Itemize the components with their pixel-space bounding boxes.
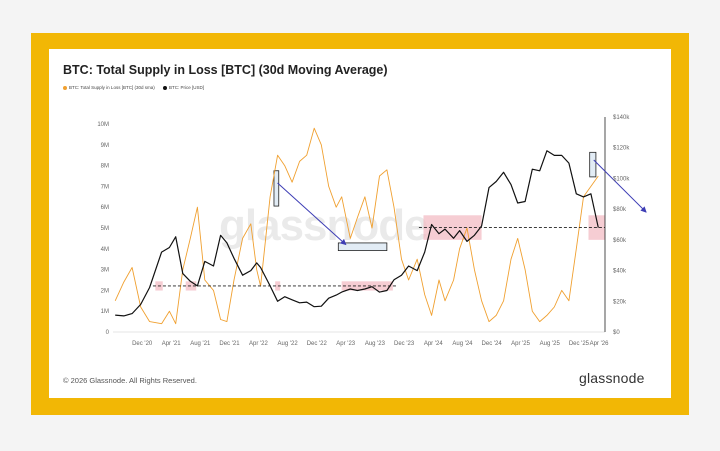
y-left-tick-label: 3M [101, 268, 109, 274]
supply-in-loss-line [114, 127, 599, 325]
y-left-tick-label: 1M [101, 309, 109, 315]
axes [113, 117, 606, 333]
x-tick-label: Dec '25 [569, 341, 590, 347]
trend-arrow-2 [593, 159, 647, 213]
btc-price-line [115, 150, 599, 317]
highlight-box [273, 170, 280, 207]
annotations [152, 159, 647, 287]
x-tick-label: Apr '23 [336, 341, 355, 347]
brand-logo: glassnode [579, 370, 645, 386]
x-tick-label: Aug '24 [452, 341, 473, 347]
x-tick-label: Apr '21 [162, 341, 181, 347]
series-lines [114, 127, 599, 325]
x-tick-label: Dec '20 [132, 341, 153, 347]
x-tick-label: Apr '22 [249, 341, 268, 347]
y-left-tick-label: 4M [101, 247, 109, 253]
x-tick-label: Dec '23 [394, 341, 415, 347]
x-tick-label: Apr '24 [424, 341, 443, 347]
x-tick-label: Aug '25 [540, 341, 561, 347]
x-tick-label: Apr '26 [590, 341, 609, 347]
legend-label-price: BTC: Price [USD] [168, 85, 204, 90]
y-right-tick-label: $60k [613, 238, 627, 244]
y-right-tick-label: $140k [613, 115, 630, 121]
copyright: © 2026 Glassnode. All Rights Reserved. [63, 376, 197, 385]
annotation-boxes [155, 151, 605, 291]
y-right-tick-label: $120k [613, 146, 630, 152]
x-tick-label: Aug '23 [365, 341, 386, 347]
highlight-box [589, 151, 597, 178]
legend-item-price: BTC: Price [USD] [162, 85, 204, 90]
y-left-tick-label: 6M [101, 205, 109, 211]
x-tick-label: Aug '21 [190, 341, 211, 347]
x-tick-label: Dec '24 [482, 341, 503, 347]
loss-zone-box [341, 281, 393, 291]
chart-card: BTC: Total Supply in Loss [BTC] (30d Mov… [49, 49, 671, 398]
legend-swatch-supply [63, 85, 67, 90]
legend-item-supply: BTC: Total Supply in Loss [BTC] (30d sma… [63, 85, 155, 90]
x-tick-label: Dec '22 [307, 341, 328, 347]
trend-arrow-1 [277, 182, 347, 246]
chart-legend: BTC: Total Supply in Loss [BTC] (30d sma… [63, 85, 211, 90]
tick-labels: 0 1M 2M 3M 4M 5M 6M 7M 8M 9M 10M $0 $20k $40k $60k $80k… [97, 115, 630, 347]
y-right-tick-label: $20k [613, 299, 627, 305]
y-right-tick-label: $80k [613, 207, 627, 213]
y-left-tick-label: 9M [101, 143, 109, 149]
watermark: glassnode [219, 201, 429, 250]
y-left-tick-label: 8M [101, 164, 109, 170]
legend-label-supply: BTC: Total Supply in Loss [BTC] (30d sma… [69, 85, 155, 90]
y-right-tick-label: $100k [613, 176, 630, 182]
chart-title: BTC: Total Supply in Loss [BTC] (30d Mov… [63, 63, 388, 77]
x-tick-label: Dec '21 [219, 341, 240, 347]
loss-zone-box [275, 281, 281, 291]
x-tick-label: Apr '25 [511, 341, 530, 347]
highlight-box [337, 242, 388, 252]
y-right-tick-label: $0 [613, 330, 620, 336]
loss-zone-box [185, 281, 197, 291]
x-tick-label: Aug '22 [278, 341, 299, 347]
y-left-tick-label: 7M [101, 184, 109, 190]
legend-swatch-price [162, 85, 167, 90]
y-left-tick-label: 0 [106, 330, 110, 336]
y-left-tick-label: 10M [97, 122, 109, 128]
y-left-tick-label: 2M [101, 288, 109, 294]
y-right-tick-label: $40k [613, 269, 627, 275]
y-left-tick-label: 5M [101, 226, 109, 232]
